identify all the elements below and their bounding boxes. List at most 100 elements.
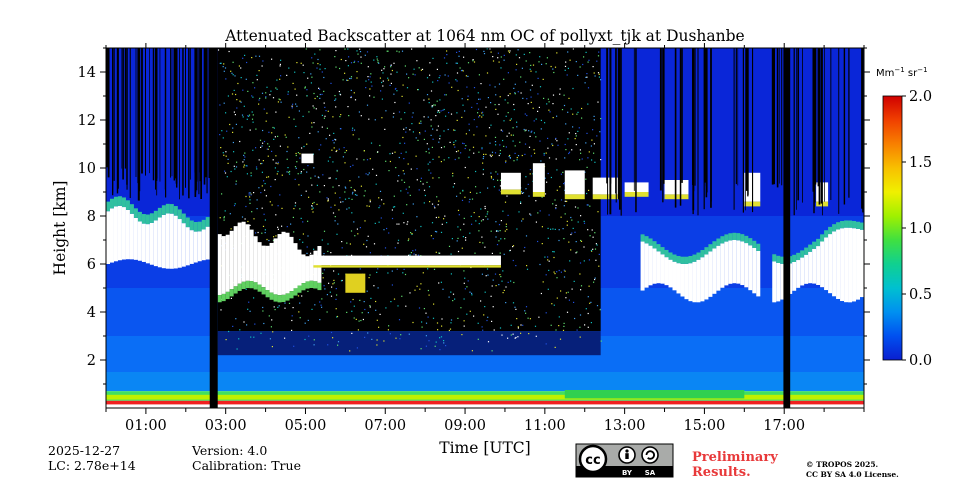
noise-pixel xyxy=(389,333,391,335)
noise-pixel xyxy=(345,60,347,62)
noise-pixel xyxy=(390,64,392,66)
noise-pixel xyxy=(350,186,352,189)
noise-pixel xyxy=(581,107,583,110)
noise-pixel xyxy=(322,277,324,279)
noise-pixel xyxy=(595,259,597,261)
noise-pixel xyxy=(596,244,598,246)
noise-pixel xyxy=(408,186,410,188)
noise-pixel xyxy=(311,76,313,78)
noise-pixel xyxy=(427,268,429,270)
noise-pixel xyxy=(436,196,438,198)
noise-pixel xyxy=(412,250,414,252)
noise-pixel xyxy=(368,205,370,207)
noise-pixel xyxy=(463,223,465,225)
noise-pixel xyxy=(471,292,473,294)
colorbar-tick-label: 1.0 xyxy=(909,221,932,237)
noise-pixel xyxy=(296,94,298,96)
noise-pixel xyxy=(494,136,497,138)
profile-ray xyxy=(813,48,816,203)
noise-pixel xyxy=(430,125,432,127)
profile-ray xyxy=(205,48,207,177)
noise-pixel xyxy=(390,301,392,303)
noise-pixel xyxy=(512,134,514,136)
y-tick-label: 8 xyxy=(87,209,96,225)
noise-pixel xyxy=(542,281,544,283)
cloud-segment xyxy=(712,248,717,294)
noise-pixel xyxy=(311,208,313,210)
heatmap-vertical-rays xyxy=(106,48,864,216)
noise-pixel xyxy=(512,127,514,129)
noise-pixel xyxy=(524,130,526,132)
cloud-segment xyxy=(844,227,849,303)
noise-pixel xyxy=(475,48,478,51)
noise-pixel xyxy=(560,271,562,273)
noise-pixel xyxy=(516,228,518,230)
noise-pixel xyxy=(462,104,464,106)
cloud-segment xyxy=(165,203,170,214)
noise-pixel xyxy=(550,324,552,326)
noise-pixel xyxy=(501,280,503,282)
noise-pixel xyxy=(514,306,516,308)
noise-pixel xyxy=(335,50,337,52)
cloud-segment xyxy=(808,251,813,284)
noise-pixel xyxy=(495,108,497,110)
noise-pixel xyxy=(522,218,524,220)
profile-ray xyxy=(771,48,774,185)
noise-pixel xyxy=(593,72,595,74)
noise-pixel xyxy=(377,151,379,153)
noise-pixel xyxy=(516,121,518,123)
noise-pixel xyxy=(539,140,541,142)
noise-pixel xyxy=(482,242,484,244)
noise-pixel xyxy=(483,50,485,52)
noise-pixel xyxy=(264,232,266,234)
noise-pixel xyxy=(413,68,415,70)
noise-pixel xyxy=(258,159,260,161)
noise-pixel xyxy=(428,102,430,104)
noise-pixel xyxy=(556,169,558,171)
noise-pixel xyxy=(316,184,318,186)
noise-pixel xyxy=(566,224,568,226)
noise-pixel xyxy=(517,326,519,328)
profile-ray xyxy=(145,48,146,176)
noise-pixel xyxy=(396,223,398,225)
background-band xyxy=(106,372,864,392)
profile-ray xyxy=(693,48,695,192)
noise-pixel xyxy=(346,79,348,81)
noise-pixel xyxy=(371,85,373,87)
noise-pixel xyxy=(230,70,232,72)
noise-pixel xyxy=(448,82,450,84)
colorbar-unit: Mm−1 sr−1 xyxy=(876,66,928,79)
noise-pixel xyxy=(309,132,311,134)
cloud-segment xyxy=(313,265,501,268)
noise-pixel xyxy=(471,294,473,296)
noise-pixel xyxy=(358,138,360,140)
noise-pixel xyxy=(336,233,338,235)
noise-pixel xyxy=(499,144,501,146)
cloud-segment xyxy=(744,235,749,244)
noise-pixel xyxy=(295,152,297,155)
noise-pixel xyxy=(435,251,437,253)
noise-pixel xyxy=(255,55,257,57)
noise-pixel xyxy=(548,269,550,271)
noise-pixel xyxy=(546,181,548,183)
noise-pixel xyxy=(393,195,395,197)
noise-pixel xyxy=(585,51,587,53)
noise-pixel xyxy=(539,56,541,58)
noise-pixel xyxy=(423,116,425,118)
noise-pixel xyxy=(385,110,387,112)
noise-pixel xyxy=(456,51,458,53)
cloud-segment xyxy=(197,231,202,262)
noise-pixel xyxy=(327,160,329,162)
noise-pixel xyxy=(572,48,574,50)
noise-pixel xyxy=(271,150,273,152)
noise-pixel xyxy=(367,76,369,78)
noise-pixel xyxy=(369,201,371,203)
noise-pixel xyxy=(236,99,238,101)
noise-pixel xyxy=(246,118,248,120)
noise-pixel xyxy=(280,75,282,77)
cloud-segment xyxy=(253,282,258,290)
noise-pixel xyxy=(477,338,479,340)
noise-pixel xyxy=(507,281,509,283)
noise-pixel xyxy=(411,48,413,50)
noise-pixel xyxy=(366,205,368,207)
